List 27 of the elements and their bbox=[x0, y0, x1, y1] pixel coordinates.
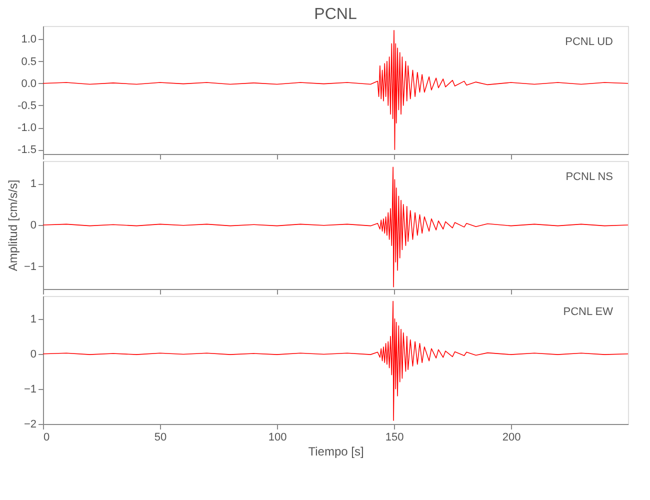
line-series bbox=[43, 30, 628, 150]
y-tick-label: -1.0 bbox=[18, 122, 36, 134]
y-tick-label: 0.0 bbox=[21, 78, 36, 90]
x-tick-label: 50 bbox=[154, 432, 167, 444]
y-tick-label: 1 bbox=[30, 178, 36, 190]
y-tick-label: 0 bbox=[30, 348, 36, 360]
y-tick-label: 0 bbox=[30, 220, 36, 232]
annotation: PCNL UD bbox=[565, 36, 614, 48]
y-tick-label: -0.5 bbox=[18, 100, 36, 112]
y-axis-title: Amplitud [cm/s/s] bbox=[6, 180, 20, 272]
y-tick-label: −1 bbox=[24, 383, 36, 396]
y-tick-label: 1 bbox=[30, 313, 36, 326]
y-tick-label: 1.0 bbox=[21, 34, 36, 46]
y-tick-label: −1 bbox=[24, 260, 36, 273]
line-series bbox=[43, 166, 628, 288]
x-axis-title: Tiempo [s] bbox=[308, 444, 364, 458]
x-tick-label: 200 bbox=[502, 432, 521, 444]
annotation: PCNL NS bbox=[566, 171, 613, 183]
line-series bbox=[43, 300, 628, 421]
chart-title: PCNL bbox=[314, 6, 357, 23]
y-tick-label: −2 bbox=[24, 418, 36, 430]
y-tick-label: -1.5 bbox=[18, 144, 36, 156]
x-tick-label: 150 bbox=[385, 432, 404, 444]
annotation: PCNL EW bbox=[563, 306, 614, 318]
x-tick-label: 0 bbox=[44, 432, 50, 444]
y-tick-label: 0.5 bbox=[21, 56, 36, 68]
x-tick-label: 100 bbox=[268, 432, 287, 444]
